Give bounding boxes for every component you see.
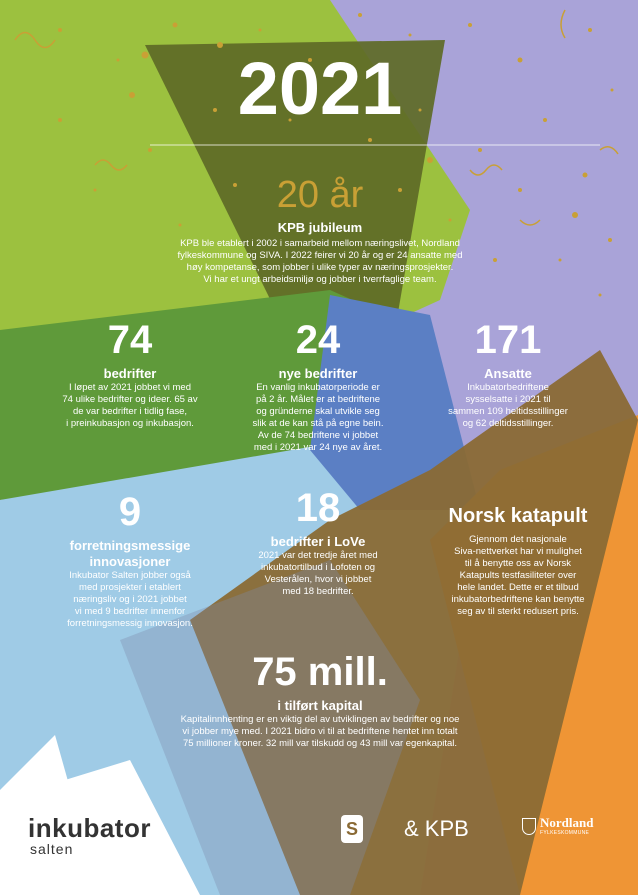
nordland-logo: Nordland FYLKESKOMMUNE [522,816,612,837]
stat-label: Ansatte [484,366,532,381]
stat-text: Inkubatorbedriftene sysselsatte i 2021 ti… [448,382,568,429]
stat-text: I løpet av 2021 jobbet vi med 74 ulike be… [62,382,198,429]
anniversary-title: KPB jubileum [277,220,363,235]
stat-number: 24 [295,318,341,362]
stat-katapult: Norsk katapult Gjennom det nasjonale Siva… [418,506,618,618]
siva-logo: S [341,815,363,843]
stat-label: nye bedrifter [278,366,358,381]
stat-bedrifter: 74 bedrifter I løpet av 2021 jobbet vi m… [40,320,220,430]
stat-label: i tilført kapital [277,698,363,713]
stat-label: bedrifter i LoVe [270,534,366,549]
siva-letter: S [345,819,358,839]
year-title: 2021 [237,47,403,130]
stat-label-2: innovasjoner [89,554,171,569]
stat-label: bedrifter [103,366,157,381]
stat-text: En vanlig inkubatorperiode er på 2 år. Må… [252,382,384,453]
stat-text: 2021 var det tredje året med inkubatortil… [258,550,378,597]
stat-number: 75 mill. [252,650,388,694]
anniversary-text: KPB ble etablert i 2002 i samarbeid mell… [177,238,463,285]
coat-of-arms-icon [522,818,536,835]
stat-kapital: 75 mill. i tilført kapital Kapitalinnhen… [130,652,510,750]
katapult-title: Norsk katapult [448,505,588,527]
stat-text: Inkubator Salten jobber også med prosjekt… [67,570,193,629]
nordland-sub: FYLKESKOMMUNE [540,830,590,836]
stat-label: forretningsmessige [69,538,191,553]
stat-text: Gjennom det nasjonale Siva-nettverket har… [451,534,585,617]
inkubator-salten-logo: inkubator salten [28,815,151,857]
nordland-name: Nordland [540,815,594,830]
stat-ansatte: 171 Ansatte Inkubatorbedriftene sysselsat… [418,320,598,430]
stat-number: 74 [107,318,153,362]
stat-nye-bedrifter: 24 nye bedrifter En vanlig inkubatorperi… [228,320,408,454]
stat-text: Kapitalinnhenting er en viktig del av ut… [180,714,460,749]
logo-inkubator: inkubator [28,813,151,843]
stat-number: 9 [118,490,142,534]
kpb-logo: & KPB [404,816,469,841]
anniversary-headline: 20 år [276,174,364,216]
stat-number: 171 [474,318,542,362]
logo-salten: salten [30,841,74,857]
stat-love: 18 bedrifter i LoVe 2021 var det tredje … [228,488,408,598]
stat-innovasjoner: 9 forretningsmessige innovasjoner Inkuba… [40,492,220,630]
stat-number: 18 [295,486,341,530]
